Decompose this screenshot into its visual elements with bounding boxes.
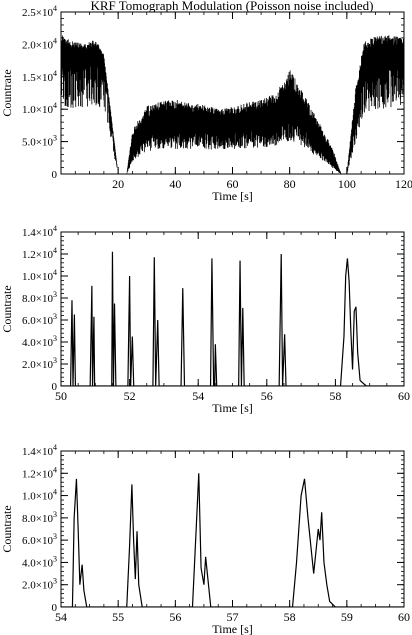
x-tick-label: 58 — [284, 610, 296, 624]
x-tick-label: 80 — [284, 177, 296, 191]
y-tick-label: 6.0×103 — [22, 312, 57, 327]
x-tick-label: 57 — [227, 610, 239, 624]
series-2-0 — [61, 473, 404, 607]
y-axis-label: Countrate — [0, 505, 14, 552]
series-1-0 — [61, 251, 404, 386]
x-tick-label: 40 — [169, 177, 181, 191]
y-tick-label: 4.0×103 — [22, 334, 57, 349]
y-tick-label: 2.0×103 — [22, 356, 57, 371]
y-tick-label: 1.4×104 — [22, 224, 57, 239]
y-tick-label: 1.2×104 — [22, 246, 57, 261]
x-tick-label: 54 — [192, 389, 204, 403]
x-tick-label: 20 — [112, 177, 124, 191]
panel-zoom-50-60: 50 52 54 56 58 60 Time [s] 0 2.0×103 4.0×103 6.0×1… — [0, 224, 410, 415]
y-tick-label: 2.0×103 — [22, 577, 57, 592]
x-tick-label: 60 — [227, 177, 239, 191]
y-tick-label: 0 — [52, 381, 58, 393]
x-tick-label: 100 — [338, 177, 356, 191]
y-tick-label: 8.0×103 — [22, 290, 57, 305]
panel-overview: 20 40 60 80 100 120 Time [s] 0 5.0×103 1.0×104 1.5… — [0, 4, 412, 203]
y-tick-label: 6.0×103 — [22, 532, 57, 547]
y-tick-label: 1.0×104 — [22, 101, 57, 116]
panel-zoom-54-60: 54 55 56 57 58 59 60 Time [s] 0 2.0×103 4.0×103 6.0… — [0, 443, 410, 635]
y-tick-label: 2.0×104 — [22, 36, 57, 51]
x-tick-label: 56 — [169, 610, 181, 624]
y-axis-label: Countrate — [0, 69, 14, 116]
x-tick-label: 55 — [112, 610, 124, 624]
y-tick-label: 4.0×103 — [22, 554, 57, 569]
x-axis-label: Time [s] — [212, 622, 253, 635]
x-tick-label: 59 — [341, 610, 353, 624]
series-0-0 — [61, 34, 404, 174]
x-tick-label: 58 — [329, 389, 341, 403]
y-tick-label: 1.5×104 — [22, 69, 57, 84]
x-tick-label: 56 — [261, 389, 273, 403]
y-tick-label: 5.0×103 — [22, 134, 57, 149]
y-tick-label: 1.0×104 — [22, 268, 57, 283]
y-tick-label: 2.5×104 — [22, 4, 57, 19]
y-tick-label: 1.0×104 — [22, 488, 57, 503]
y-tick-label: 8.0×103 — [22, 510, 57, 525]
y-tick-label: 1.4×104 — [22, 443, 57, 458]
x-tick-label: 50 — [55, 389, 67, 403]
y-tick-label: 1.2×104 — [22, 465, 57, 480]
figure-title: KRF Tomograph Modulation (Poisson noise … — [90, 0, 373, 13]
x-axis-label: Time [s] — [212, 401, 253, 415]
x-tick-label: 60 — [398, 610, 410, 624]
x-axis-label: Time [s] — [212, 189, 253, 203]
plot-frame — [60, 450, 405, 608]
x-tick-label: 60 — [398, 389, 410, 403]
y-tick-label: 0 — [52, 169, 58, 181]
x-tick-label: 120 — [395, 177, 412, 191]
y-axis-label: Countrate — [0, 285, 14, 332]
y-tick-label: 0 — [52, 602, 58, 614]
x-tick-label: 52 — [124, 389, 136, 403]
x-tick-label: 54 — [55, 610, 67, 624]
